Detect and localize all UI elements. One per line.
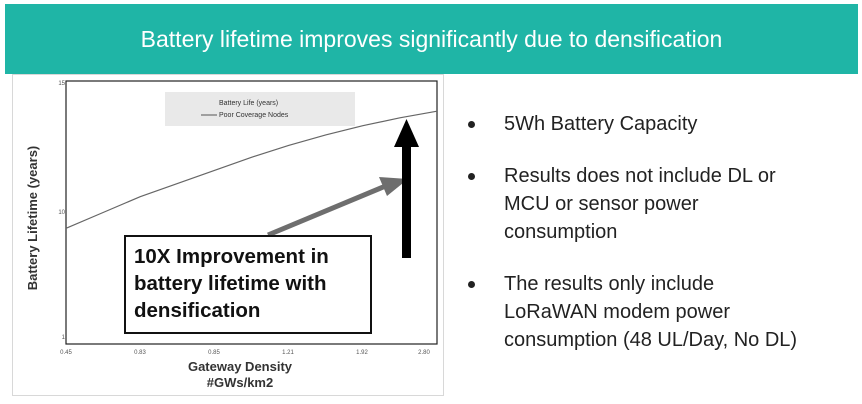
- bullet-text: The results only include: [504, 273, 715, 295]
- x-tick-label: 2.80: [418, 350, 430, 356]
- bullet-item: Results does not include DL or MCU or se…: [464, 162, 854, 246]
- bullet-text: consumption: [504, 221, 618, 243]
- x-tick-label: 1.92: [356, 350, 368, 356]
- x-axis-label-line1: Gateway Density: [188, 359, 293, 374]
- bullet-dot-icon: [468, 281, 475, 288]
- bullet-item: 5Wh Battery Capacity: [464, 110, 854, 138]
- callout-line: densification: [134, 299, 261, 322]
- legend-entry-battery-life: Battery Life (years): [219, 100, 278, 107]
- y-axis-label: Battery Lifetime (years): [25, 146, 40, 291]
- callout-line: 10X Improvement in: [134, 245, 329, 268]
- x-tick-label: 1.21: [282, 350, 294, 356]
- improvement-callout: 10X Improvement in battery lifetime with…: [124, 235, 372, 334]
- legend-box: [165, 92, 355, 126]
- callout-line: battery lifetime with: [134, 272, 327, 295]
- x-tick-label: 0.45: [60, 350, 72, 356]
- bullet-list: 5Wh Battery Capacity Results does not in…: [464, 110, 854, 378]
- bullet-text: 5Wh Battery Capacity: [504, 113, 698, 135]
- y-tick-label: 15: [58, 81, 65, 87]
- bullet-dot-icon: [468, 173, 475, 180]
- bullet-item: The results only include LoRaWAN modem p…: [464, 270, 854, 354]
- bullet-text: Results does not include DL or: [504, 165, 776, 187]
- title-bar: Battery lifetime improves significantly …: [5, 4, 858, 74]
- black-up-arrow-shaft: [402, 145, 411, 258]
- y-tick-label: 1: [62, 335, 66, 341]
- legend-entry-poor-coverage: Poor Coverage Nodes: [219, 112, 289, 119]
- gray-trend-arrowhead: [379, 177, 408, 196]
- line-chart: Battery Life (years) Poor Coverage Nodes…: [25, 80, 438, 390]
- slide-title: Battery lifetime improves significantly …: [140, 25, 723, 52]
- chart-panel: Battery Life (years) Poor Coverage Nodes…: [12, 74, 444, 396]
- black-up-arrow-head: [394, 119, 419, 147]
- battery-life-series-line: [65, 110, 438, 229]
- bullet-text: LoRaWAN modem power: [504, 301, 731, 323]
- bullet-text: consumption (48 UL/Day, No DL): [504, 329, 798, 351]
- gray-trend-arrow: [267, 182, 389, 238]
- x-axis-label-line2: #GWs/km2: [207, 375, 273, 390]
- x-tick-label: 0.85: [208, 350, 220, 356]
- plot-area: [65, 80, 438, 345]
- bullet-text: MCU or sensor power: [504, 193, 699, 215]
- bullet-dot-icon: [468, 121, 475, 128]
- y-tick-label: 10: [58, 210, 65, 216]
- x-tick-label: 0.83: [134, 350, 146, 356]
